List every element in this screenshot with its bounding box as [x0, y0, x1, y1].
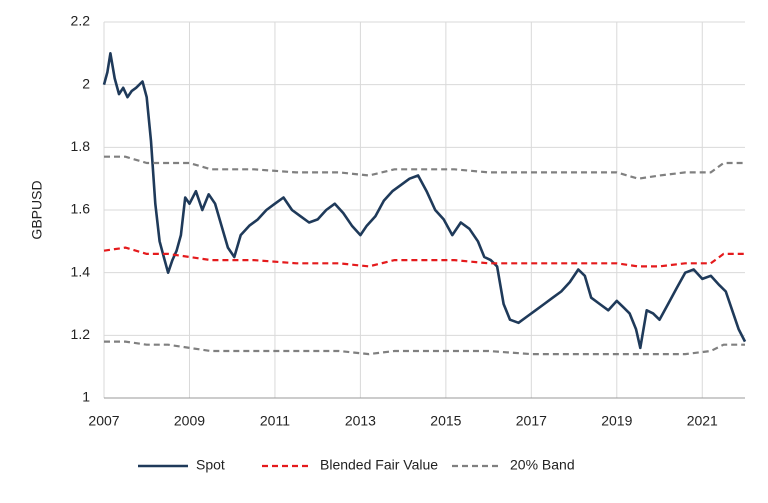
x-tick-label: 2009	[174, 413, 205, 429]
series-line	[104, 340, 745, 356]
x-tick-label: 2013	[345, 413, 376, 429]
series-line	[102, 52, 747, 350]
y-tick-label: 1.4	[71, 263, 91, 279]
y-tick-label: 2	[82, 75, 90, 91]
series-line	[103, 246, 745, 268]
y-tick-label: 1.8	[71, 138, 91, 154]
y-tick-label: 1	[82, 389, 90, 405]
legend-label: Blended Fair Value	[320, 457, 438, 473]
y-tick-label: 1.6	[71, 201, 91, 217]
x-tick-label: 2015	[430, 413, 461, 429]
x-tick-label: 2019	[601, 413, 632, 429]
x-tick-label: 2021	[687, 413, 718, 429]
series-line	[104, 155, 745, 180]
y-tick-label: 2.2	[71, 13, 91, 29]
legend-label: 20% Band	[510, 457, 575, 473]
x-tick-label: 2011	[260, 413, 290, 429]
y-tick-label: 1.2	[71, 326, 91, 342]
x-tick-label: 2017	[516, 413, 547, 429]
legend-label: Spot	[196, 457, 225, 473]
y-axis-label: GBPUSD	[29, 180, 45, 239]
x-tick-label: 2007	[88, 413, 119, 429]
